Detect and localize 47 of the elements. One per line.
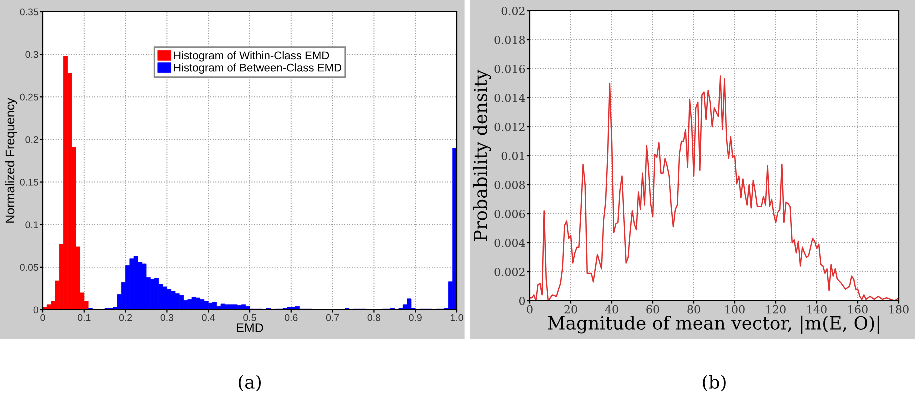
x-tick-label: 0.6: [285, 314, 298, 322]
x-tick-label: 140: [808, 305, 827, 314]
x-axis-title: EMD: [237, 324, 264, 332]
x-tick-label: 0.8: [368, 314, 381, 322]
y-tick-label: 0.3: [26, 51, 38, 58]
x-tick-label: 80: [688, 305, 700, 314]
y-tick-label: 0.002: [494, 268, 525, 276]
y-tick-label: 0.05: [20, 264, 38, 272]
y-tick-label: 0.004: [494, 238, 526, 248]
legend-label: Histogram of Between-Class EMD: [174, 64, 342, 74]
x-tick-label: 20: [564, 305, 578, 314]
x-tick-label: 0.7: [326, 314, 340, 322]
x-axis-title: Magnitude of mean vector, |m(E, O)|: [548, 316, 880, 334]
y-tick-label: 0.014: [494, 94, 526, 102]
x-tick-label: 0.1: [78, 314, 91, 322]
y-tick-label: 0: [519, 296, 526, 306]
y-tick-label: 0.01: [502, 152, 524, 160]
text: (a): [239, 375, 261, 392]
y-tick-label: 0.25: [20, 94, 38, 101]
y-axis-title: Probability density: [474, 70, 492, 242]
x-tick-label: 0.4: [202, 314, 216, 322]
x-tick-label: 0.2: [119, 314, 132, 322]
text: (b): [703, 375, 726, 392]
y-tick-label: 0.35: [20, 8, 38, 16]
y-tick-label: 0.018: [494, 36, 526, 44]
x-tick-label: 180: [890, 305, 909, 314]
y-tick-label: 0.006: [494, 210, 526, 218]
x-tick-label: 0.3: [160, 314, 174, 322]
y-tick-label: 0.2: [26, 136, 38, 144]
legend-label: Histogram of Within-Class EMD: [174, 51, 330, 62]
x-tick-label: 60: [646, 305, 660, 314]
y-tick-label: 0.1: [26, 222, 38, 228]
y-tick-label: 0.008: [494, 180, 526, 190]
x-tick-label: 120: [766, 305, 786, 314]
x-tick-label: 160: [848, 305, 868, 314]
x-tick-label: 100: [726, 305, 745, 314]
x-tick-label: 1.0: [450, 314, 464, 322]
y-tick-label: 0.02: [502, 6, 525, 16]
y-axis-title: Normalized Frequency: [5, 98, 18, 223]
y-tick-label: 0.012: [494, 122, 525, 132]
x-tick-label: 0: [40, 314, 46, 322]
y-tick-label: 0.016: [494, 64, 526, 74]
y-tick-label: 0.15: [20, 179, 38, 186]
x-tick-label: 0.5: [244, 314, 256, 322]
x-tick-label: 40: [605, 305, 618, 314]
x-tick-label: 0: [527, 305, 533, 314]
x-tick-label: 0.9: [409, 314, 422, 322]
